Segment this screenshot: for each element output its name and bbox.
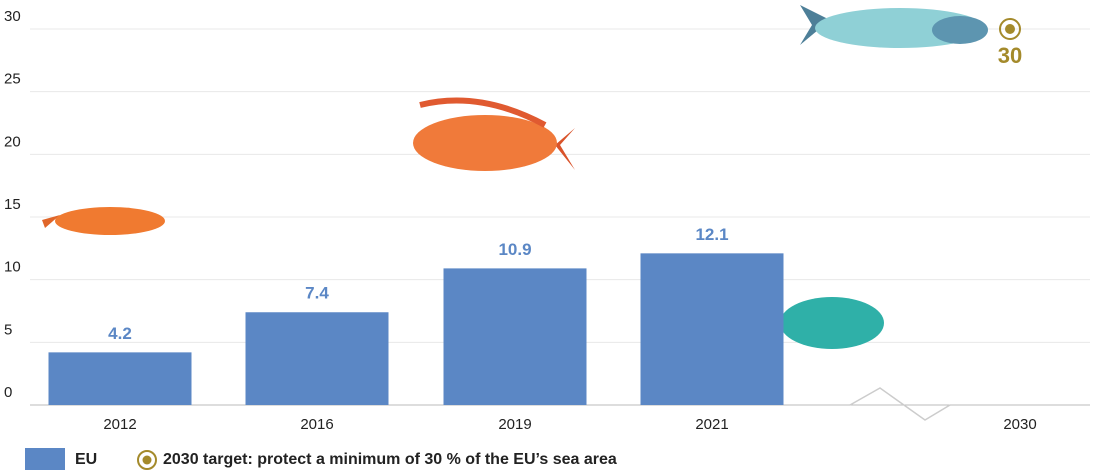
y-tick-label: 15 — [4, 196, 21, 213]
y-tick-label: 5 — [4, 321, 12, 338]
bar — [640, 253, 784, 405]
x-tick-label: 2016 — [300, 416, 333, 433]
legend-target-dot — [142, 455, 152, 465]
bar — [443, 268, 587, 405]
x-tick-label: 2030 — [1003, 416, 1036, 433]
legend-target-ring — [137, 450, 157, 470]
bar — [245, 312, 389, 405]
y-tick-label: 10 — [4, 259, 21, 276]
x-tick-label: 2021 — [695, 416, 728, 433]
target-ring — [999, 18, 1021, 40]
y-tick-label: 30 — [4, 8, 21, 25]
axis-break — [849, 387, 951, 421]
data-label: 12.1 — [695, 225, 728, 244]
legend-label: EU — [75, 451, 97, 468]
data-label: 30 — [998, 43, 1022, 68]
x-tick-label: 2012 — [103, 416, 136, 433]
x-tick-label: 2019 — [498, 416, 531, 433]
bar — [48, 352, 192, 405]
data-label: 4.2 — [108, 324, 132, 343]
y-tick-label: 20 — [4, 133, 21, 150]
legend-swatch — [25, 448, 65, 470]
target-marker — [999, 18, 1021, 40]
legend-label: 2030 target: protect a minimum of 30 % o… — [163, 451, 617, 468]
data-label: 7.4 — [305, 284, 329, 303]
y-tick-label: 25 — [4, 71, 21, 88]
target-dot — [1005, 24, 1015, 34]
marks: 0 5 10 15 20 25 30 2012 2016 2019 2021 2030 4.2 7.4 10… — [4, 8, 1037, 470]
data-label: 10.9 — [498, 240, 531, 259]
y-tick-label: 0 — [4, 384, 12, 401]
